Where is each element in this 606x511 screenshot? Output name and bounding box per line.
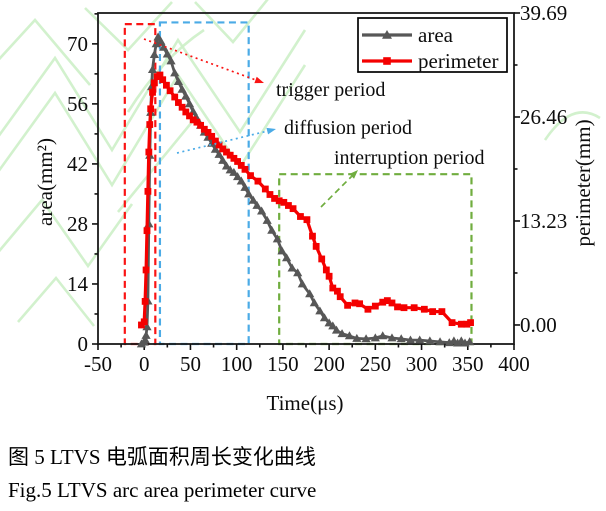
perimeter-series-markers xyxy=(138,71,474,329)
interruption-period-arrowhead-icon xyxy=(349,170,358,179)
left-axis-title: area(mm²) xyxy=(33,138,57,226)
right-tick-label: 39.69 xyxy=(520,1,567,25)
right-axis-ticks: 0.00 13.23 26.46 39.69 xyxy=(514,1,567,337)
diffusion-period-arrowhead-icon xyxy=(266,127,276,135)
trigger-period-arrowhead-icon xyxy=(254,76,264,84)
right-tick-label: 26.46 xyxy=(520,105,567,129)
x-tick-label: 50 xyxy=(180,352,201,376)
left-tick-label: 14 xyxy=(67,272,89,296)
x-tick-label: 400 xyxy=(498,352,530,376)
x-axis-title: Time(μs) xyxy=(267,391,344,415)
interruption-period-region-box xyxy=(278,173,473,346)
left-tick-label: 0 xyxy=(78,332,89,356)
interruption-period-label: interruption period xyxy=(334,147,485,169)
interruption-period-arrow xyxy=(320,175,353,208)
left-tick-label: 56 xyxy=(67,92,88,116)
right-tick-label: 0.00 xyxy=(520,313,557,337)
figure-caption-zh: 图 5 LTVS 电弧面积周长变化曲线 xyxy=(8,445,316,469)
x-tick-label: -50 xyxy=(84,352,112,376)
perimeter-series xyxy=(138,71,474,329)
legend-label-perimeter: perimeter xyxy=(418,49,498,73)
left-tick-label: 70 xyxy=(67,32,88,56)
x-tick-label: 200 xyxy=(313,352,345,376)
diffusion-period-arrow xyxy=(176,130,268,154)
x-tick-label: 0 xyxy=(139,352,150,376)
left-tick-label: 42 xyxy=(67,152,88,176)
right-tick-label: 13.23 xyxy=(520,209,567,233)
legend-label-area: area xyxy=(418,23,454,47)
watermark-pattern xyxy=(0,0,601,327)
x-axis-ticks: -50 0 50 100 150 200 250 300 350 400 xyxy=(84,344,530,376)
x-tick-label: 250 xyxy=(360,352,392,376)
x-tick-label: 150 xyxy=(267,352,299,376)
left-tick-label: 28 xyxy=(67,212,88,236)
x-tick-label: 300 xyxy=(406,352,438,376)
annotations: trigger period diffusion period interrupti… xyxy=(143,38,485,208)
x-tick-label: 100 xyxy=(221,352,253,376)
legend-square-marker-icon xyxy=(383,57,391,65)
left-axis-ticks: 0 14 28 42 56 70 xyxy=(67,13,98,356)
trigger-period-label: trigger period xyxy=(276,79,385,101)
x-tick-label: 350 xyxy=(452,352,484,376)
trigger-period-region-box xyxy=(123,23,157,346)
figure-captions: 图 5 LTVS 电弧面积周长变化曲线 Fig.5 LTVS arc area … xyxy=(8,441,316,507)
trigger-period-arrow xyxy=(143,38,256,81)
right-axis-title: perimeter(mm) xyxy=(571,119,595,246)
diffusion-period-label: diffusion period xyxy=(284,117,412,139)
legend-triangle-marker-icon xyxy=(382,30,392,39)
arc-area-perimeter-chart: -50 0 50 100 150 200 250 300 350 400014284256700.… xyxy=(33,1,595,415)
legend-box xyxy=(357,17,508,73)
figure-caption-en: Fig.5 LTVS arc area perimeter curve xyxy=(8,478,317,502)
